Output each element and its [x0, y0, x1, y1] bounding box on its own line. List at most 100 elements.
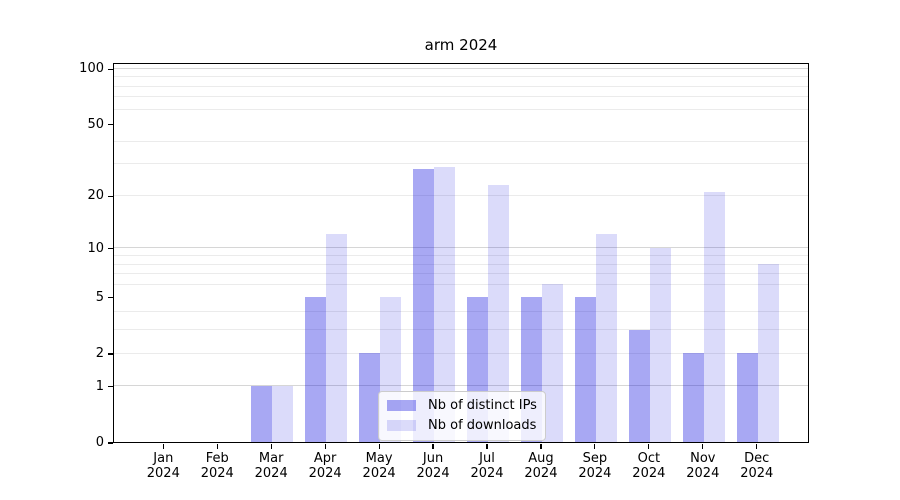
- y-tick-mark-50: [108, 123, 113, 126]
- x-tick-month: May: [365, 451, 393, 466]
- legend-swatch-downloads-icon: [387, 420, 416, 431]
- x-tick-month: Jan: [153, 451, 174, 466]
- x-tick-mark-aug: [540, 444, 542, 450]
- x-tick-label-apr: Apr 2024: [297, 451, 353, 481]
- x-tick-year: 2024: [740, 466, 774, 481]
- gridline-minor-70: [114, 96, 808, 98]
- x-tick-year: 2024: [200, 466, 234, 481]
- gridline-minor-60: [114, 108, 808, 110]
- bar-downloads-aug: [541, 284, 563, 442]
- gridline-minor-3: [114, 329, 808, 331]
- x-tick-month: Aug: [528, 451, 554, 466]
- gridline-minor-30: [114, 163, 808, 165]
- gridline-major-1: [114, 385, 808, 387]
- y-tick-label-100: 100: [79, 61, 104, 77]
- x-tick-year: 2024: [254, 466, 288, 481]
- y-tick-label-1: 1: [95, 378, 104, 394]
- x-tick-year: 2024: [470, 466, 504, 481]
- legend-label-downloads: Nb of downloads: [428, 418, 537, 433]
- bar-downloads-apr: [326, 234, 348, 442]
- y-tick-mark-100: [108, 68, 113, 70]
- bar-distinct-ips-jun: [413, 169, 435, 442]
- y-tick-label-20: 20: [87, 188, 104, 204]
- x-tick-year: 2024: [632, 466, 666, 481]
- gridline-minor-20: [114, 194, 808, 196]
- x-tick-year: 2024: [416, 466, 450, 481]
- gridline-major-100: [114, 67, 808, 69]
- y-tick-mark-0: [108, 442, 113, 444]
- bar-downloads-sep: [595, 234, 617, 442]
- x-tick-mark-jan: [162, 444, 164, 450]
- gridline-minor-90: [114, 76, 808, 78]
- x-tick-label-mar: Mar 2024: [243, 451, 299, 481]
- bar-distinct-ips-sep: [574, 296, 596, 442]
- x-tick-mark-jun: [432, 444, 434, 450]
- y-tick-mark-5: [108, 297, 113, 299]
- y-tick-label-10: 10: [87, 240, 104, 256]
- bar-distinct-ips-apr: [305, 296, 327, 442]
- x-tick-year: 2024: [578, 466, 612, 481]
- x-tick-year: 2024: [686, 466, 720, 481]
- x-tick-label-feb: Feb 2024: [189, 451, 245, 481]
- gridline-minor-40: [114, 140, 808, 142]
- legend: Nb of distinct IPs Nb of downloads: [378, 391, 546, 441]
- x-tick-month: Jun: [422, 451, 444, 466]
- x-tick-label-jul: Jul 2024: [459, 451, 515, 481]
- x-tick-mark-jul: [486, 444, 488, 450]
- y-tick-mark-2: [108, 353, 113, 355]
- bar-distinct-ips-dec: [736, 353, 758, 442]
- x-tick-mark-apr: [324, 444, 326, 450]
- x-tick-mark-nov: [702, 444, 704, 450]
- x-tick-month: Dec: [744, 451, 770, 466]
- x-tick-mark-feb: [216, 444, 218, 450]
- gridline-minor-6: [114, 283, 808, 285]
- y-tick-mark-10: [108, 248, 113, 250]
- chart-title: arm 2024: [424, 36, 498, 54]
- y-tick-label-5: 5: [95, 289, 104, 305]
- y-tick-label-50: 50: [87, 116, 104, 132]
- legend-swatch-distinct-ips-icon: [387, 400, 416, 411]
- x-tick-mark-may: [378, 444, 380, 450]
- legend-label-distinct-ips: Nb of distinct IPs: [428, 398, 537, 413]
- x-tick-month: Feb: [205, 451, 229, 466]
- x-tick-month: Nov: [690, 451, 716, 466]
- x-tick-year: 2024: [146, 466, 180, 481]
- x-tick-month: Mar: [258, 451, 284, 466]
- gridline-minor-8: [114, 263, 808, 265]
- x-tick-month: Apr: [313, 451, 337, 466]
- gridline-major-10: [114, 247, 808, 249]
- legend-entry-distinct-ips: Nb of distinct IPs: [387, 398, 537, 413]
- bar-downloads-mar: [272, 385, 294, 442]
- bar-downloads-nov: [703, 191, 725, 442]
- x-tick-year: 2024: [362, 466, 396, 481]
- x-tick-mark-sep: [594, 444, 596, 450]
- gridline-minor-9: [114, 255, 808, 256]
- plot-area: Nb of distinct IPs Nb of downloads: [113, 63, 809, 443]
- x-tick-label-jun: Jun 2024: [405, 451, 461, 481]
- x-tick-year: 2024: [308, 466, 342, 481]
- x-tick-mark-oct: [648, 444, 650, 450]
- x-tick-label-sep: Sep 2024: [567, 451, 623, 481]
- y-tick-label-2: 2: [95, 346, 104, 361]
- bar-downloads-oct: [649, 247, 671, 442]
- x-tick-month: Sep: [582, 451, 608, 466]
- x-tick-label-dec: Dec 2024: [729, 451, 785, 481]
- bar-downloads-jun: [434, 166, 456, 442]
- x-tick-mark-mar: [270, 444, 272, 450]
- x-tick-mark-dec: [756, 444, 758, 450]
- x-tick-label-jan: Jan 2024: [135, 451, 191, 481]
- x-tick-label-aug: Aug 2024: [513, 451, 569, 481]
- bar-downloads-jul: [488, 184, 509, 442]
- bar-distinct-ips-mar: [251, 385, 273, 442]
- gridline-minor-7: [114, 273, 808, 275]
- x-tick-label-may: May 2024: [351, 451, 407, 481]
- x-tick-month: Oct: [637, 451, 661, 466]
- bar-distinct-ips-nov: [682, 353, 704, 442]
- bar-distinct-ips-oct: [628, 329, 650, 442]
- x-tick-year: 2024: [524, 466, 558, 481]
- x-tick-label-oct: Oct 2024: [621, 451, 677, 481]
- legend-entry-downloads: Nb of downloads: [387, 418, 536, 433]
- bar-distinct-ips-may: [359, 353, 381, 442]
- y-tick-mark-1: [108, 386, 113, 388]
